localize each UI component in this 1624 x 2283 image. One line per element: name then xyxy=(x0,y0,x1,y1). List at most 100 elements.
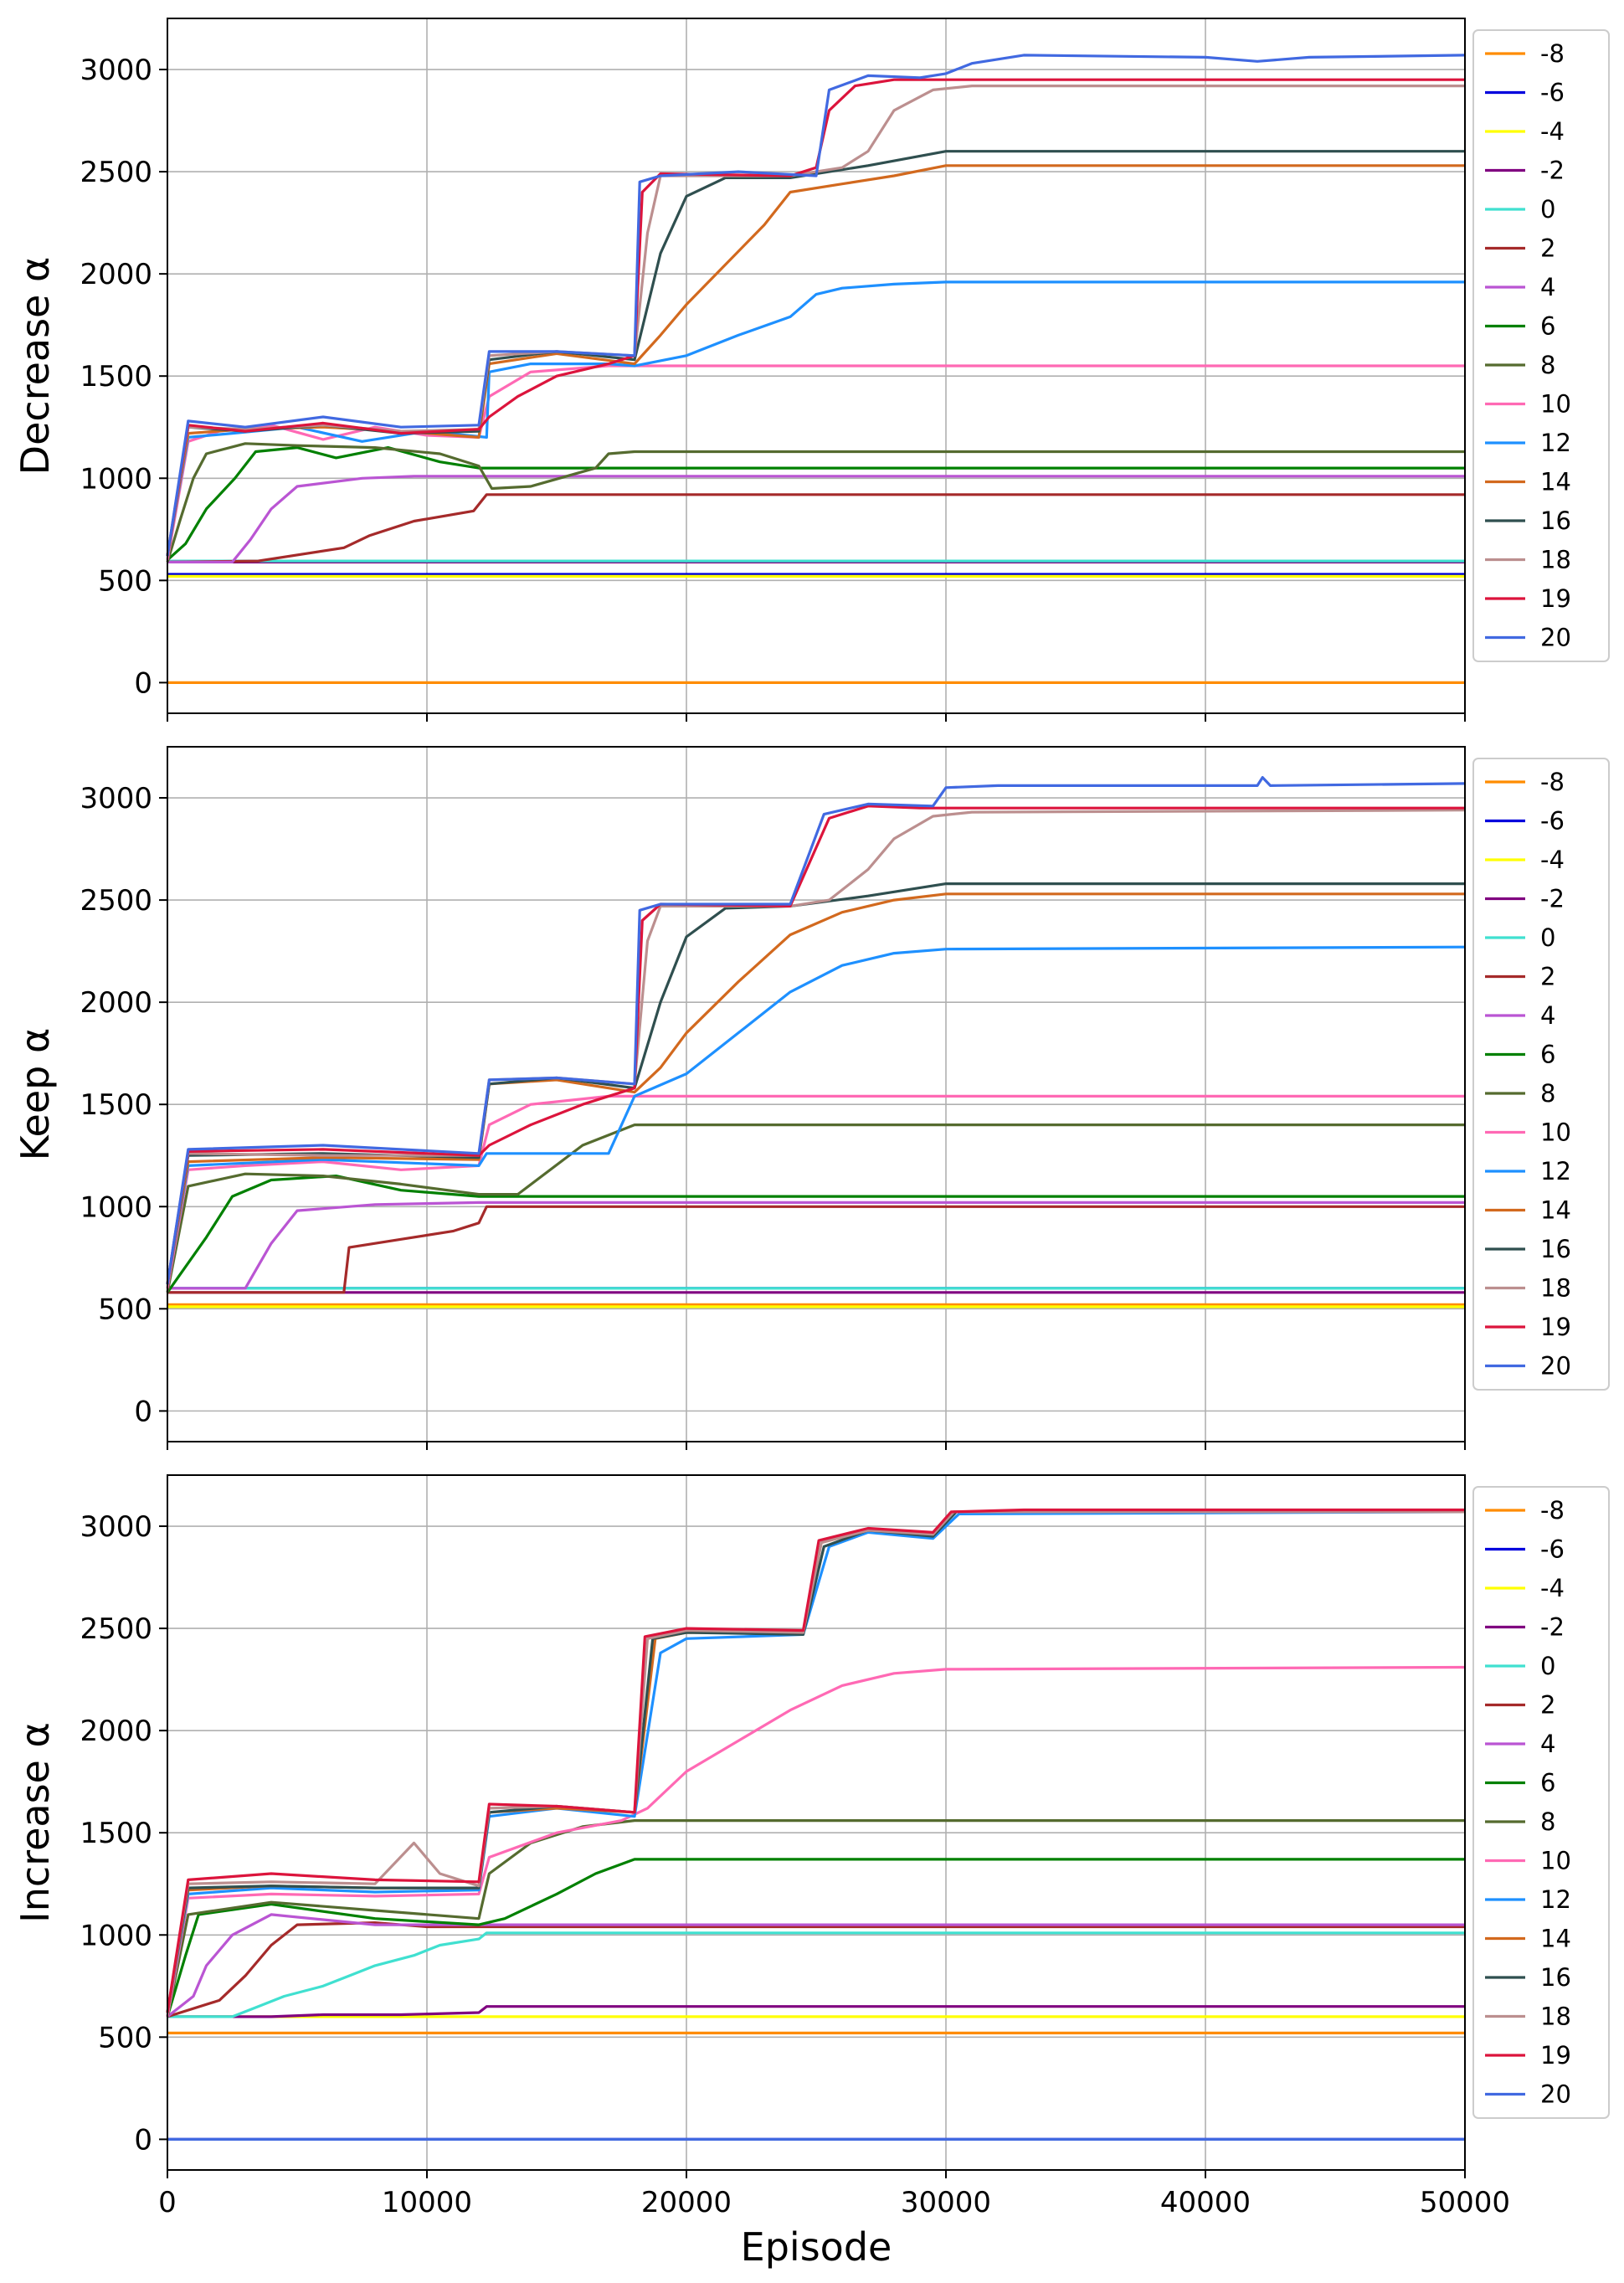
legend-label-6: 6 xyxy=(1540,1041,1555,1069)
legend-label--4: -4 xyxy=(1540,846,1565,874)
y-tick-label: 2500 xyxy=(80,884,152,918)
legend-label-4: 4 xyxy=(1540,1730,1555,1758)
x-tick-label: 10000 xyxy=(382,2186,472,2219)
series-line-0 xyxy=(167,1931,1465,2018)
series-line-18 xyxy=(166,809,1466,1285)
legend-label-0: 0 xyxy=(1540,1652,1555,1680)
panel-2: 0 500 1000 1500 2000 2500 3000 Keep α -8 -6 -4 -2 0 2… xyxy=(13,746,1610,1450)
series-line-20 xyxy=(166,54,1466,557)
series-line-19 xyxy=(166,78,1465,557)
legend-label-20: 20 xyxy=(1540,1352,1571,1381)
legend-label--6: -6 xyxy=(1540,1535,1565,1564)
y-axis-label: Decrease α xyxy=(13,257,58,476)
legend-label-4: 4 xyxy=(1540,1001,1555,1030)
legend-label-20: 20 xyxy=(1540,624,1571,652)
series-line-2 xyxy=(167,1921,1465,2018)
x-tick-label: 0 xyxy=(158,2186,177,2219)
legend-label-0: 0 xyxy=(1540,195,1555,224)
series-line-14 xyxy=(166,164,1465,557)
legend-label-14: 14 xyxy=(1540,1925,1571,1953)
x-tick-label: 40000 xyxy=(1160,2186,1251,2219)
legend-label--4: -4 xyxy=(1540,1574,1565,1602)
series-line-12 xyxy=(166,945,1466,1285)
legend-label-2: 2 xyxy=(1540,963,1555,991)
series-line-16 xyxy=(166,882,1465,1285)
legend-box xyxy=(1472,758,1610,1391)
y-tick-label: 500 xyxy=(98,564,152,598)
y-tick-label: 0 xyxy=(134,1395,152,1428)
axes-frame xyxy=(167,18,1466,714)
series-line-4 xyxy=(167,1913,1465,2018)
x-axis-label: Episode xyxy=(741,2224,892,2270)
y-tick-label: 0 xyxy=(134,666,152,700)
y-tick-label: 0 xyxy=(134,2123,152,2157)
legend-label-2: 2 xyxy=(1540,234,1555,263)
legend-label-18: 18 xyxy=(1540,1274,1571,1303)
legend-label--6: -6 xyxy=(1540,79,1565,107)
legend-label--2: -2 xyxy=(1540,885,1565,913)
legend-label-2: 2 xyxy=(1540,1691,1555,1720)
legend-label--8: -8 xyxy=(1540,768,1565,796)
series-line-19 xyxy=(166,1508,1465,2013)
legend-label-8: 8 xyxy=(1540,1807,1555,1836)
legend-label-12: 12 xyxy=(1540,1885,1571,1914)
legend-label-8: 8 xyxy=(1540,1079,1555,1108)
series-line-8 xyxy=(166,1124,1465,1293)
series-line-10 xyxy=(166,1094,1465,1289)
y-tick-label: 1000 xyxy=(80,1190,152,1224)
series-line-6 xyxy=(166,1858,1465,2018)
series-line-12 xyxy=(166,280,1465,557)
series-line-8 xyxy=(166,442,1465,563)
axes-frame xyxy=(167,746,1466,1442)
series-line-18 xyxy=(166,85,1465,557)
y-tick-label: 500 xyxy=(98,1293,152,1326)
series-line-8 xyxy=(166,1819,1465,2018)
y-tick-label: 2000 xyxy=(80,1715,152,1748)
y-tick-label: 1500 xyxy=(80,360,152,393)
legend-label-14: 14 xyxy=(1540,1196,1571,1225)
legend-box xyxy=(1472,29,1610,662)
legend-box xyxy=(1472,1486,1610,2119)
legend-label-12: 12 xyxy=(1540,1157,1571,1185)
series-line-20 xyxy=(166,776,1466,1285)
legend-label-10: 10 xyxy=(1540,1118,1571,1147)
legend-label-12: 12 xyxy=(1540,429,1571,457)
series-line-4 xyxy=(167,1201,1465,1290)
y-tick-label: 500 xyxy=(98,2021,152,2054)
legend-label-19: 19 xyxy=(1540,1313,1571,1341)
series-line-12 xyxy=(166,1510,1466,2013)
series-line-10 xyxy=(166,1665,1466,2018)
series-line--2 xyxy=(167,2005,1465,2018)
panel-1: 0 500 1000 1500 2000 2500 3000 Decrease α -8 -6 -4… xyxy=(13,18,1610,722)
legend-label--2: -2 xyxy=(1540,1613,1565,1642)
y-tick-label: 1000 xyxy=(80,462,152,496)
legend-label-0: 0 xyxy=(1540,923,1555,952)
series-line-10 xyxy=(166,364,1465,561)
legend-label-16: 16 xyxy=(1540,1963,1571,1992)
legend-label-18: 18 xyxy=(1540,546,1571,574)
y-tick-label: 1000 xyxy=(80,1919,152,1952)
legend-label--6: -6 xyxy=(1540,807,1565,836)
y-tick-label: 2000 xyxy=(80,258,152,291)
series-line-6 xyxy=(166,1175,1465,1293)
y-tick-label: 3000 xyxy=(80,782,152,815)
legend-label-16: 16 xyxy=(1540,506,1571,535)
series-line-2 xyxy=(167,1205,1465,1294)
legend-label-10: 10 xyxy=(1540,1847,1571,1875)
legend-label-16: 16 xyxy=(1540,1235,1571,1263)
legend-label-19: 19 xyxy=(1540,2041,1571,2070)
series-line-6 xyxy=(166,446,1465,562)
legend-label-18: 18 xyxy=(1540,2003,1571,2031)
y-tick-label: 2500 xyxy=(80,156,152,189)
legend-label--8: -8 xyxy=(1540,39,1565,68)
x-tick-label: 50000 xyxy=(1420,2186,1510,2219)
legend-label-8: 8 xyxy=(1540,351,1555,379)
y-tick-label: 1500 xyxy=(80,1088,152,1122)
legend-label--8: -8 xyxy=(1540,1496,1565,1525)
legend-label-4: 4 xyxy=(1540,273,1555,301)
legend-label-10: 10 xyxy=(1540,390,1571,419)
legend-label--4: -4 xyxy=(1540,117,1565,146)
